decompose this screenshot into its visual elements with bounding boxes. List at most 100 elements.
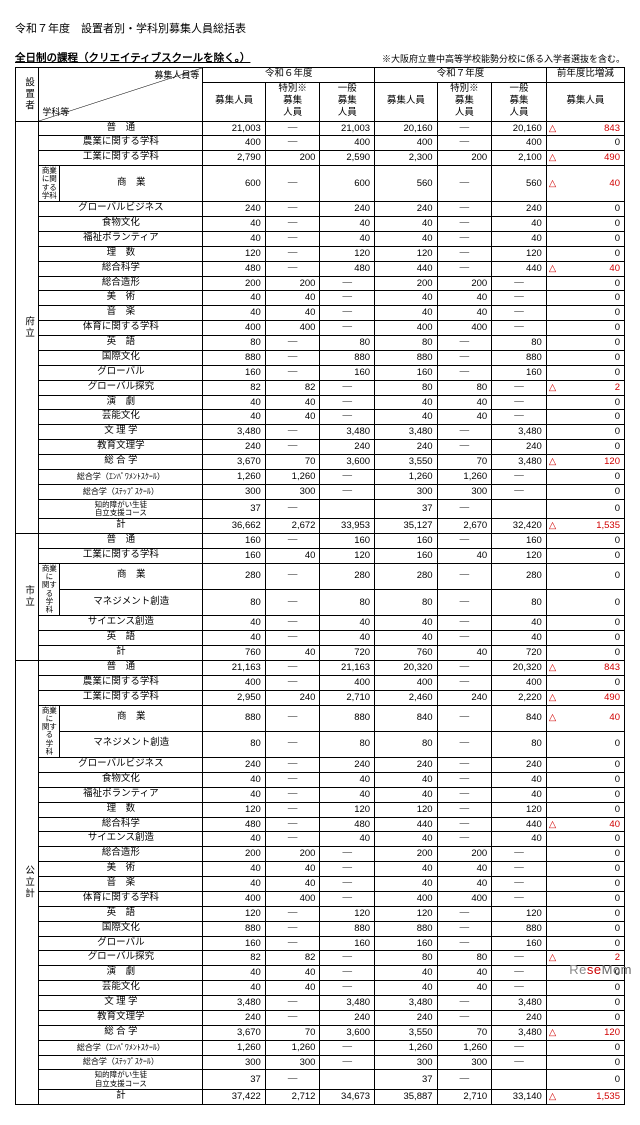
table-cell: 300: [375, 484, 437, 499]
table-cell: —: [437, 217, 492, 232]
diff-cell: 0: [546, 336, 624, 351]
dept-cell: サイエンス創造: [39, 616, 203, 631]
table-cell: —: [437, 616, 492, 631]
table-cell: —: [437, 787, 492, 802]
table-cell: 240: [320, 202, 375, 217]
table-cell: 3,480: [203, 425, 265, 440]
table-cell: 21,003: [320, 121, 375, 136]
diff-cell: 0: [546, 1055, 624, 1070]
table-cell: 40: [375, 217, 437, 232]
table-cell: —: [265, 906, 320, 921]
table-cell: 40: [492, 832, 547, 847]
table-cell: 240: [203, 758, 265, 773]
summary-table: 設置者 募集人員等 学科等 令和６年度 令和７年度 前年度比増減 募集人員 特別…: [15, 67, 625, 1105]
table-cell: 80: [375, 951, 437, 966]
table-cell: —: [437, 906, 492, 921]
table-row: 理 数120—120120—1200: [16, 246, 625, 261]
table-cell: 80: [492, 336, 547, 351]
table-cell: 840: [492, 705, 547, 731]
table-row: 国際文化880—880880—8800: [16, 921, 625, 936]
table-cell: 440: [375, 261, 437, 276]
table-cell: —: [437, 136, 492, 151]
diff-cell: 0: [546, 616, 624, 631]
table-cell: 300: [203, 1055, 265, 1070]
table-cell: 35,887: [375, 1089, 437, 1104]
table-cell: —: [265, 425, 320, 440]
diff-cell: 0: [546, 772, 624, 787]
dept-cell: 演 劇: [39, 966, 203, 981]
table-cell: 80: [375, 380, 437, 395]
table-cell: —: [492, 981, 547, 996]
table-cell: 120: [492, 906, 547, 921]
table-cell: —: [320, 469, 375, 484]
header-r7-total: 募集人員: [375, 82, 437, 121]
dept-cell: 普 通: [39, 660, 203, 675]
table-cell: 300: [203, 484, 265, 499]
table-row: 工業に関する学科16040120160401200: [16, 548, 625, 563]
table-cell: 40: [437, 306, 492, 321]
table-cell: 160: [320, 534, 375, 549]
dept-cell: グローバルビジネス: [39, 202, 203, 217]
table-cell: 400: [320, 675, 375, 690]
table-cell: 240: [492, 1010, 547, 1025]
table-cell: 880: [375, 350, 437, 365]
table-cell: 240: [320, 440, 375, 455]
table-cell: 80: [375, 336, 437, 351]
table-cell: 120: [492, 548, 547, 563]
table-cell: 400: [203, 321, 265, 336]
diff-cell: 0: [546, 832, 624, 847]
table-row: 英 語120—120120—1200: [16, 906, 625, 921]
table-cell: 400: [265, 321, 320, 336]
dept-cell: 総合学（ｽﾃｯﾌﾟｽｸｰﾙ）: [39, 1055, 203, 1070]
table-cell: 40: [203, 395, 265, 410]
table-cell: 160: [203, 936, 265, 951]
dept-cell: 総合造形: [39, 276, 203, 291]
table-cell: 70: [265, 1025, 320, 1040]
table-cell: 3,480: [320, 996, 375, 1011]
dept-cell: 総合科学: [39, 817, 203, 832]
table-cell: —: [492, 276, 547, 291]
table-cell: 240: [375, 440, 437, 455]
table-cell: 3,480: [375, 996, 437, 1011]
table-row: 総合造形200200—200200—0: [16, 276, 625, 291]
table-cell: —: [437, 350, 492, 365]
table-cell: 40: [265, 291, 320, 306]
table-cell: 200: [203, 847, 265, 862]
table-cell: —: [437, 563, 492, 589]
diff-cell: 0: [546, 862, 624, 877]
table-cell: 21,163: [203, 660, 265, 675]
table-cell: 600: [203, 166, 265, 202]
diff-cell: 0: [546, 936, 624, 951]
table-cell: 37: [375, 1070, 437, 1090]
table-cell: —: [265, 921, 320, 936]
table-row: 総合学（ｽﾃｯﾌﾟｽｸｰﾙ）300300—300300—0: [16, 484, 625, 499]
table-cell: 80: [320, 336, 375, 351]
dept-cell: 総 合 学: [39, 455, 203, 470]
diff-cell: 0: [546, 350, 624, 365]
table-cell: 240: [375, 1010, 437, 1025]
table-cell: 82: [265, 951, 320, 966]
header-r6-general: 一般 募集 人員: [320, 82, 375, 121]
table-row: 市立普 通160—160160—1600: [16, 534, 625, 549]
diff-cell: 0: [546, 877, 624, 892]
table-cell: 600: [320, 166, 375, 202]
diff-cell: 0: [546, 548, 624, 563]
table-cell: —: [320, 847, 375, 862]
table-row: 芸能文化4040—4040—0: [16, 981, 625, 996]
table-cell: 3,480: [492, 1025, 547, 1040]
table-row: 体育に関する学科400400—400400—0: [16, 891, 625, 906]
dept-cell: 総合造形: [39, 847, 203, 862]
table-cell: 560: [492, 166, 547, 202]
table-cell: 400: [320, 136, 375, 151]
table-cell: 200: [375, 276, 437, 291]
diff-cell: △1,535: [546, 1089, 624, 1104]
dept-cell: マネジメント創造: [60, 731, 203, 757]
dept-cell: 工業に関する学科: [39, 548, 203, 563]
table-cell: 240: [203, 1010, 265, 1025]
dept-cell: 普 通: [39, 121, 203, 136]
dept-cell: 工業に関する学科: [39, 690, 203, 705]
table-cell: 40: [203, 877, 265, 892]
table-cell: 1,260: [203, 1040, 265, 1055]
table-row: 文 理 学3,480—3,4803,480—3,4800: [16, 425, 625, 440]
table-cell: 2,790: [203, 151, 265, 166]
